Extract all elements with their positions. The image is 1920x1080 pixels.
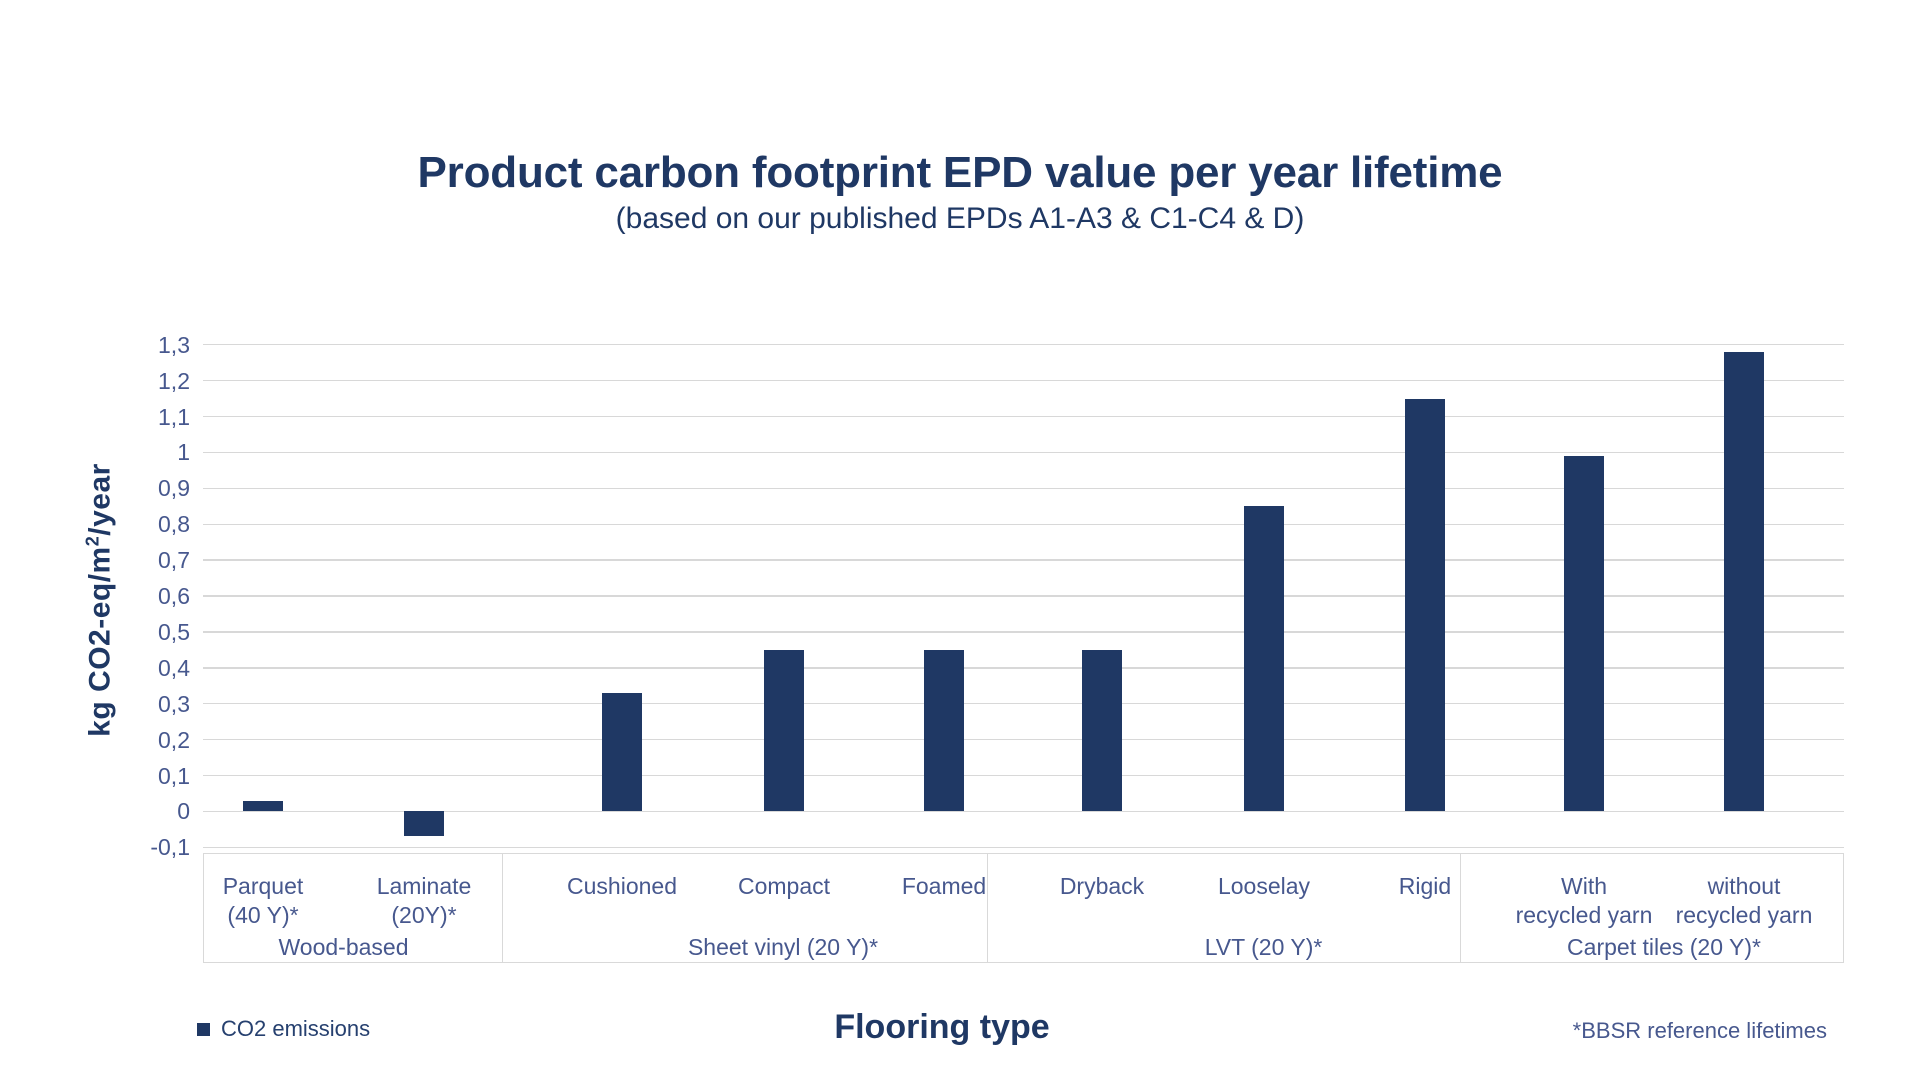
gridline	[203, 846, 1844, 848]
category-label-line: Dryback	[1059, 873, 1145, 899]
y-tick-label: 0,4	[158, 654, 190, 681]
group-label-carpet-tiles-20-y: Carpet tiles (20 Y)*	[1567, 934, 1761, 960]
bar-dryback	[1082, 649, 1122, 812]
y-tick-label: 0,3	[158, 690, 190, 717]
category-label-line: Compact	[737, 873, 831, 899]
category-label-rigid: Rigid	[1320, 872, 1530, 901]
legend-square-marker-icon	[197, 1022, 210, 1036]
category-label-line: without	[1707, 873, 1781, 899]
y-tick-label: 1,2	[158, 367, 190, 394]
gridline	[203, 523, 1844, 525]
y-tick-label: 0,7	[158, 547, 190, 574]
gridline	[203, 487, 1844, 489]
bar-cushioned	[602, 692, 642, 812]
group-label-lvt-20-y: LVT (20 Y)*	[1204, 934, 1323, 960]
category-label-line: (20Y)*	[391, 902, 457, 928]
y-tick-label: 0,1	[158, 762, 190, 789]
category-label-cushioned: Cushioned	[517, 872, 727, 901]
category-label-dryback: Dryback	[997, 872, 1207, 901]
gridline	[203, 810, 1844, 813]
bar-rigid	[1405, 398, 1445, 812]
bar-looselay	[1244, 506, 1284, 812]
bar-laminate-20y	[404, 811, 444, 837]
category-label-line: (40 Y)*	[227, 902, 299, 928]
category-label-laminate-20y: Laminate (20Y)*	[319, 872, 529, 930]
y-tick-label: -0,1	[150, 834, 190, 861]
gridline	[203, 343, 1844, 346]
y-tick-label: 0,8	[158, 511, 190, 538]
category-label-foamed: Foamed	[839, 872, 1049, 901]
category-label-line: recycled yarn	[1515, 902, 1653, 928]
gridline	[203, 702, 1844, 705]
group-divider	[502, 853, 503, 963]
gridline	[203, 774, 1844, 777]
gridline	[203, 415, 1844, 418]
bar-with-recycled-yarn	[1564, 456, 1604, 812]
y-tick-label: 0,9	[158, 475, 190, 502]
category-label-line: recycled yarn	[1675, 902, 1813, 928]
category-label-line: Looselay	[1217, 873, 1311, 899]
category-label-looselay: Looselay	[1159, 872, 1369, 901]
legend-label: CO2 emissions	[221, 1016, 371, 1041]
group-label-wood-based: Wood-based	[278, 934, 409, 960]
category-label-with-recycled-yarn: With recycled yarn	[1479, 872, 1689, 930]
gridline	[203, 631, 1844, 633]
category-label-line: Laminate	[376, 873, 472, 899]
chart-subtitle: (based on our published EPDs A1-A3 & C1-…	[615, 202, 1305, 235]
bar-parquet-40-y	[243, 800, 283, 812]
category-label-line: Cushioned	[567, 873, 677, 899]
bar-compact	[764, 649, 804, 812]
category-axis-box	[203, 853, 1844, 963]
y-tick-label: 0	[177, 798, 190, 825]
group-divider	[987, 853, 988, 963]
bar-without-recycled-yarn	[1724, 351, 1764, 812]
category-label-compact: Compact	[679, 872, 889, 901]
gridline	[203, 451, 1844, 454]
category-label-without-recycled-yarn: without recycled yarn	[1639, 872, 1849, 930]
gridline	[203, 667, 1844, 669]
legend: CO2 emissions	[197, 1016, 370, 1042]
category-label-line: Foamed	[901, 873, 987, 899]
gridline	[203, 379, 1844, 382]
gridline	[203, 559, 1844, 561]
x-axis-title: Flooring type	[834, 1008, 1050, 1046]
gridline	[203, 738, 1844, 741]
category-label-parquet-40-y: Parquet (40 Y)*	[158, 872, 368, 930]
y-tick-label: 0,2	[158, 726, 190, 753]
chart-title: Product carbon footprint EPD value per y…	[417, 148, 1503, 197]
y-tick-label: 1,3	[158, 331, 190, 358]
category-label-line: Parquet	[222, 873, 304, 899]
gridline	[203, 595, 1844, 597]
y-tick-label: 1	[177, 439, 190, 466]
category-label-line: With	[1561, 873, 1607, 899]
bar-foamed	[924, 649, 964, 812]
y-tick-label: 0,5	[158, 618, 190, 645]
category-label-line: Rigid	[1398, 873, 1452, 899]
group-divider	[1460, 853, 1461, 963]
y-tick-label: 1,1	[158, 403, 190, 430]
group-label-sheet-vinyl-20-y: Sheet vinyl (20 Y)*	[687, 934, 879, 960]
footnote: *BBSR reference lifetimes	[1572, 1018, 1827, 1043]
y-tick-label: 0,6	[158, 583, 190, 609]
